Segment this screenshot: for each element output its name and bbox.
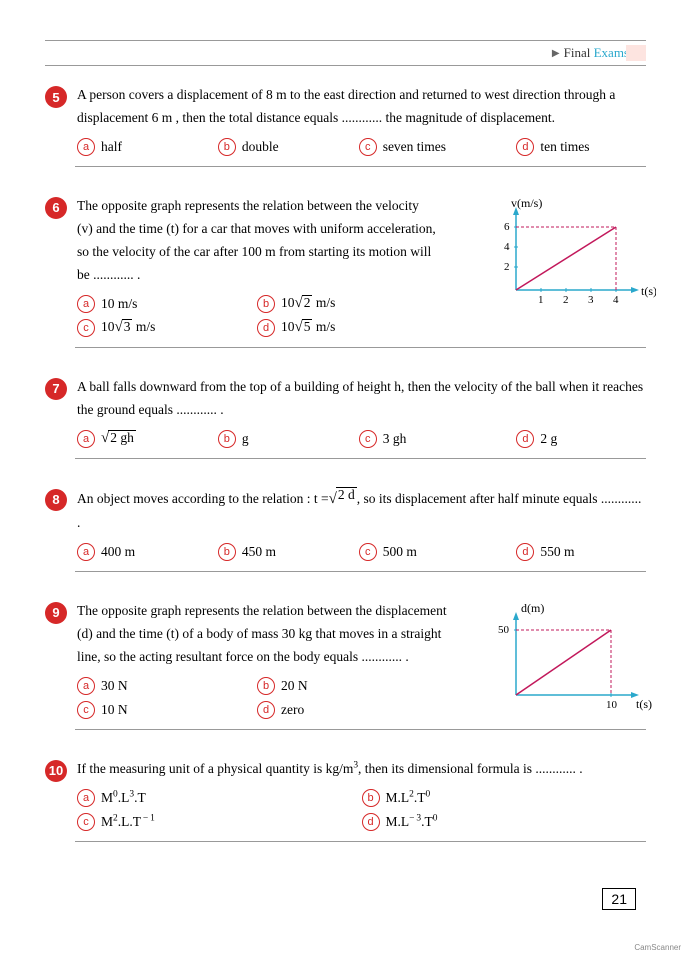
- q8-a: 400 m: [101, 544, 135, 560]
- q5-d-letter: d: [516, 138, 534, 156]
- page-number: 21: [602, 888, 636, 910]
- svg-text:3: 3: [588, 294, 594, 306]
- q9-c-letter: c: [77, 701, 95, 719]
- qnum-6: 6: [45, 197, 67, 219]
- divider: [75, 571, 646, 572]
- q10-b-letter: b: [362, 789, 380, 807]
- q9-b: 20 N: [281, 678, 308, 694]
- q5-b-letter: b: [218, 138, 236, 156]
- q7-b: g: [242, 431, 249, 447]
- svg-text:d(m): d(m): [521, 601, 544, 615]
- page: ▶ Final Exams ? 5 A person covers a disp…: [0, 0, 691, 960]
- question-7: 7 A ball falls downward from the top of …: [45, 376, 646, 469]
- qnum-10: 10: [45, 760, 67, 782]
- q6-b: 10√2 m/s: [281, 295, 335, 312]
- q6-d: 10√5 m/s: [281, 319, 335, 336]
- q9-text: The opposite graph represents the relati…: [77, 600, 447, 669]
- q9-a-letter: a: [77, 677, 95, 695]
- header-final: Final: [564, 45, 591, 61]
- divider: [75, 841, 646, 842]
- q10-c: M2.L.T − 1: [101, 814, 155, 830]
- q6-c: 10√3 m/s: [101, 319, 155, 336]
- q5-d: ten times: [540, 139, 589, 155]
- q8-b: 450 m: [242, 544, 276, 560]
- q10-a-letter: a: [77, 789, 95, 807]
- q6-a: 10 m/s: [101, 296, 137, 312]
- qnum-8: 8: [45, 489, 67, 511]
- question-5: 5 A person covers a displacement of 8 m …: [45, 84, 646, 177]
- svg-text:t(s): t(s): [641, 284, 656, 298]
- camscanner-watermark: CamScanner: [634, 943, 681, 952]
- q8-c: 500 m: [383, 544, 417, 560]
- q10-b: M.L2.T0: [386, 790, 431, 806]
- header-accent: [626, 45, 646, 61]
- header-marker: ▶: [552, 48, 560, 59]
- q8-a-letter: a: [77, 543, 95, 561]
- q5-c: seven times: [383, 139, 446, 155]
- svg-text:2: 2: [563, 294, 569, 306]
- q9-c: 10 N: [101, 702, 128, 718]
- svg-text:4: 4: [504, 241, 510, 253]
- header: ▶ Final Exams ?: [45, 40, 646, 66]
- divider: [75, 166, 646, 167]
- question-9: 9 The opposite graph represents the rela…: [45, 600, 646, 740]
- q9-d-letter: d: [257, 701, 275, 719]
- q9-a: 30 N: [101, 678, 128, 694]
- q9-graph: d(m) t(s) 50 10: [476, 600, 656, 715]
- question-8: 8 An object moves according to the relat…: [45, 487, 646, 582]
- svg-text:4: 4: [613, 294, 619, 306]
- svg-text:t(s): t(s): [636, 697, 652, 711]
- q8-c-letter: c: [359, 543, 377, 561]
- q8-d: 550 m: [540, 544, 574, 560]
- question-6: 6 The opposite graph represents the rela…: [45, 195, 646, 358]
- qnum-5: 5: [45, 86, 67, 108]
- q6-graph: v(m/s) t(s) 6 4 2 1 2 3 4: [476, 195, 656, 315]
- svg-text:50: 50: [498, 624, 510, 636]
- q10-d-letter: d: [362, 813, 380, 831]
- qnum-7: 7: [45, 378, 67, 400]
- q8-d-letter: d: [516, 543, 534, 561]
- q6-text: The opposite graph represents the relati…: [77, 195, 437, 287]
- q6-c-letter: c: [77, 319, 95, 337]
- q7-c-letter: c: [359, 430, 377, 448]
- q9-d: zero: [281, 702, 304, 718]
- svg-text:10: 10: [606, 699, 618, 711]
- q8-b-letter: b: [218, 543, 236, 561]
- divider: [75, 458, 646, 459]
- qnum-9: 9: [45, 602, 67, 624]
- divider: [75, 729, 646, 730]
- q7-c: 3 gh: [383, 431, 407, 447]
- q5-text: A person covers a displacement of 8 m to…: [77, 84, 646, 130]
- q7-d-letter: d: [516, 430, 534, 448]
- svg-text:6: 6: [504, 221, 510, 233]
- divider: [75, 347, 646, 348]
- q10-a: M0.L3.T: [101, 790, 146, 806]
- q9-b-letter: b: [257, 677, 275, 695]
- q6-d-letter: d: [257, 319, 275, 337]
- q10-c-letter: c: [77, 813, 95, 831]
- svg-text:2: 2: [504, 261, 510, 273]
- q7-b-letter: b: [218, 430, 236, 448]
- header-exams: Exams: [594, 45, 629, 61]
- question-10: 10 If the measuring unit of a physical q…: [45, 758, 646, 852]
- q6-b-letter: b: [257, 295, 275, 313]
- q5-b: double: [242, 139, 279, 155]
- q7-a-letter: a: [77, 430, 95, 448]
- q10-text: If the measuring unit of a physical quan…: [77, 758, 646, 781]
- q8-text: An object moves according to the relatio…: [77, 487, 646, 535]
- q5-a-letter: a: [77, 138, 95, 156]
- q6-a-letter: a: [77, 295, 95, 313]
- q7-a: √2 gh: [101, 430, 136, 447]
- q5-a: half: [101, 139, 122, 155]
- q10-d: M.L− 3.T0: [386, 814, 438, 830]
- svg-text:1: 1: [538, 294, 544, 306]
- q7-text: A ball falls downward from the top of a …: [77, 376, 646, 422]
- q5-c-letter: c: [359, 138, 377, 156]
- q7-d: 2 g: [540, 431, 557, 447]
